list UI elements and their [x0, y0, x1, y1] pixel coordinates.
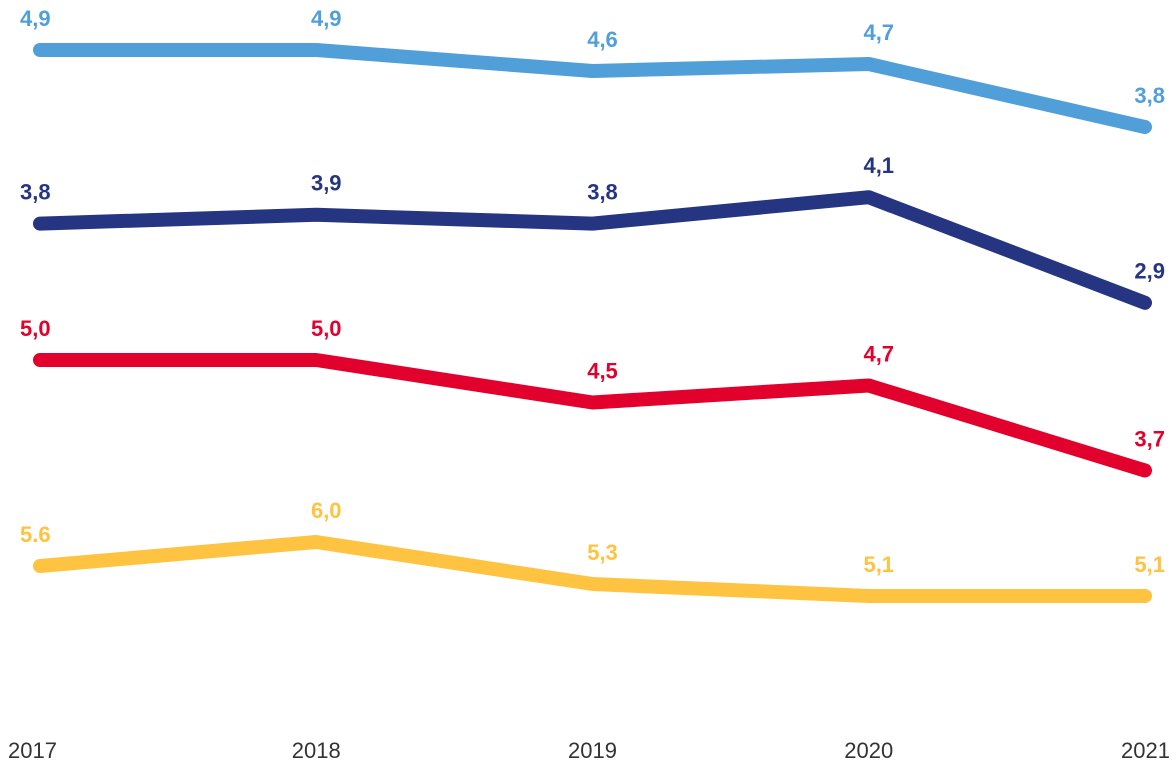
- x-tick-label: 2020: [844, 738, 893, 763]
- data-label: 5.6: [20, 522, 51, 547]
- data-label: 3,7: [1134, 426, 1165, 451]
- series-line: [33, 190, 1152, 310]
- data-label: 5,0: [311, 316, 342, 341]
- series-line: [33, 535, 1152, 603]
- data-label: 3,8: [587, 179, 618, 204]
- data-label: 4,9: [20, 6, 51, 31]
- x-tick-label: 2019: [568, 738, 617, 763]
- series-line: [33, 353, 1152, 478]
- data-label: 3,8: [20, 179, 51, 204]
- data-label: 3,9: [311, 171, 342, 196]
- data-label: 4,9: [311, 6, 342, 31]
- data-label: 5,1: [863, 552, 894, 577]
- data-label: 5,3: [587, 540, 618, 565]
- x-tick-label: 2021: [1121, 738, 1170, 763]
- data-label: 4,7: [863, 341, 894, 366]
- x-tick-label: 2017: [8, 738, 57, 763]
- data-label: 5,1: [1134, 552, 1165, 577]
- data-label: 5,0: [20, 316, 51, 341]
- data-label: 4,7: [863, 20, 894, 45]
- data-label: 4,1: [863, 153, 894, 178]
- data-label: 4,6: [587, 27, 618, 52]
- data-label: 2,9: [1134, 259, 1165, 284]
- data-label: 3,8: [1134, 83, 1165, 108]
- series-line: [33, 43, 1152, 134]
- data-label: 4,5: [587, 358, 618, 383]
- data-label: 6,0: [311, 498, 342, 523]
- x-tick-label: 2018: [292, 738, 341, 763]
